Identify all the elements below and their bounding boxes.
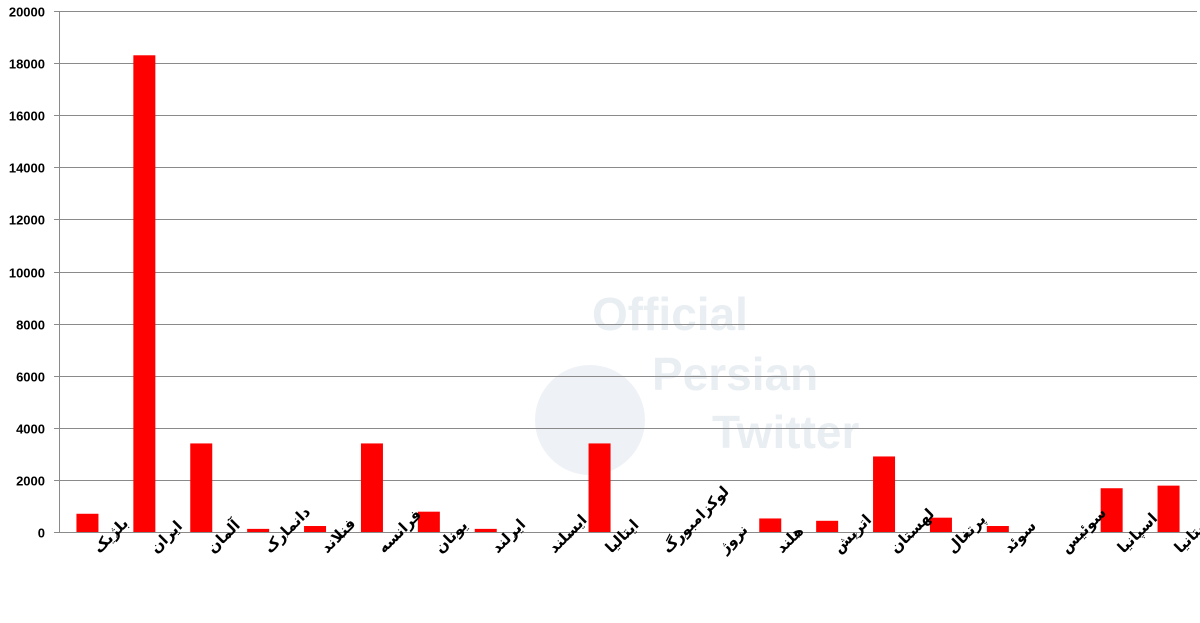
watermark-line2: Persian (652, 348, 818, 400)
bar (417, 511, 440, 532)
y-tick-label: 16000 (9, 109, 45, 124)
bar (360, 443, 383, 532)
bar (1157, 485, 1180, 532)
watermark: Official Persian Twitter (535, 288, 859, 475)
y-tick-label: 14000 (9, 161, 45, 176)
y-tick-label: 6000 (16, 370, 45, 385)
y-tick-label: 2000 (16, 474, 45, 489)
bar (588, 443, 611, 532)
x-tick-label: نروژ (715, 521, 752, 558)
bar (247, 528, 270, 532)
y-tick-label: 0 (38, 526, 45, 541)
watermark-line1: Official (592, 288, 748, 340)
bar (76, 513, 99, 532)
y-tick-label: 4000 (16, 422, 45, 437)
bar (986, 526, 1009, 532)
bar (816, 520, 839, 532)
bar (929, 517, 952, 532)
bar (759, 518, 782, 532)
y-tick-label: 20000 (9, 5, 45, 20)
y-tick-label: 18000 (9, 57, 45, 72)
x-tick-label: ایسلند (545, 511, 591, 557)
watermark-line3: Twitter (712, 406, 859, 458)
bar (474, 528, 497, 532)
bar (133, 55, 156, 532)
y-tick-label: 8000 (16, 318, 45, 333)
bars (76, 55, 1180, 532)
bar (873, 456, 896, 532)
y-tick-label: 12000 (9, 213, 45, 228)
x-tick-label: اتریش (829, 511, 875, 557)
bar (304, 526, 327, 532)
bar (190, 443, 213, 532)
y-tick-label: 10000 (9, 266, 45, 281)
x-tick-label: سوئد (1000, 517, 1040, 557)
watermark-bird-icon (535, 365, 645, 475)
x-axis-ticks: بلژیک ایران آلمان دانمارک فنلاند فرانسه یونان ا… (89, 482, 1200, 557)
x-tick-label: فنلاند (317, 515, 359, 557)
x-tick-label: ایرلند (488, 515, 529, 556)
y-axis-ticks: 0 2000 4000 6000 8000 10000 12000 14000 16000 180… (9, 5, 59, 541)
bar (1100, 488, 1123, 532)
gridlines (59, 11, 1197, 481)
x-tick-label: پرتغال (943, 510, 990, 557)
